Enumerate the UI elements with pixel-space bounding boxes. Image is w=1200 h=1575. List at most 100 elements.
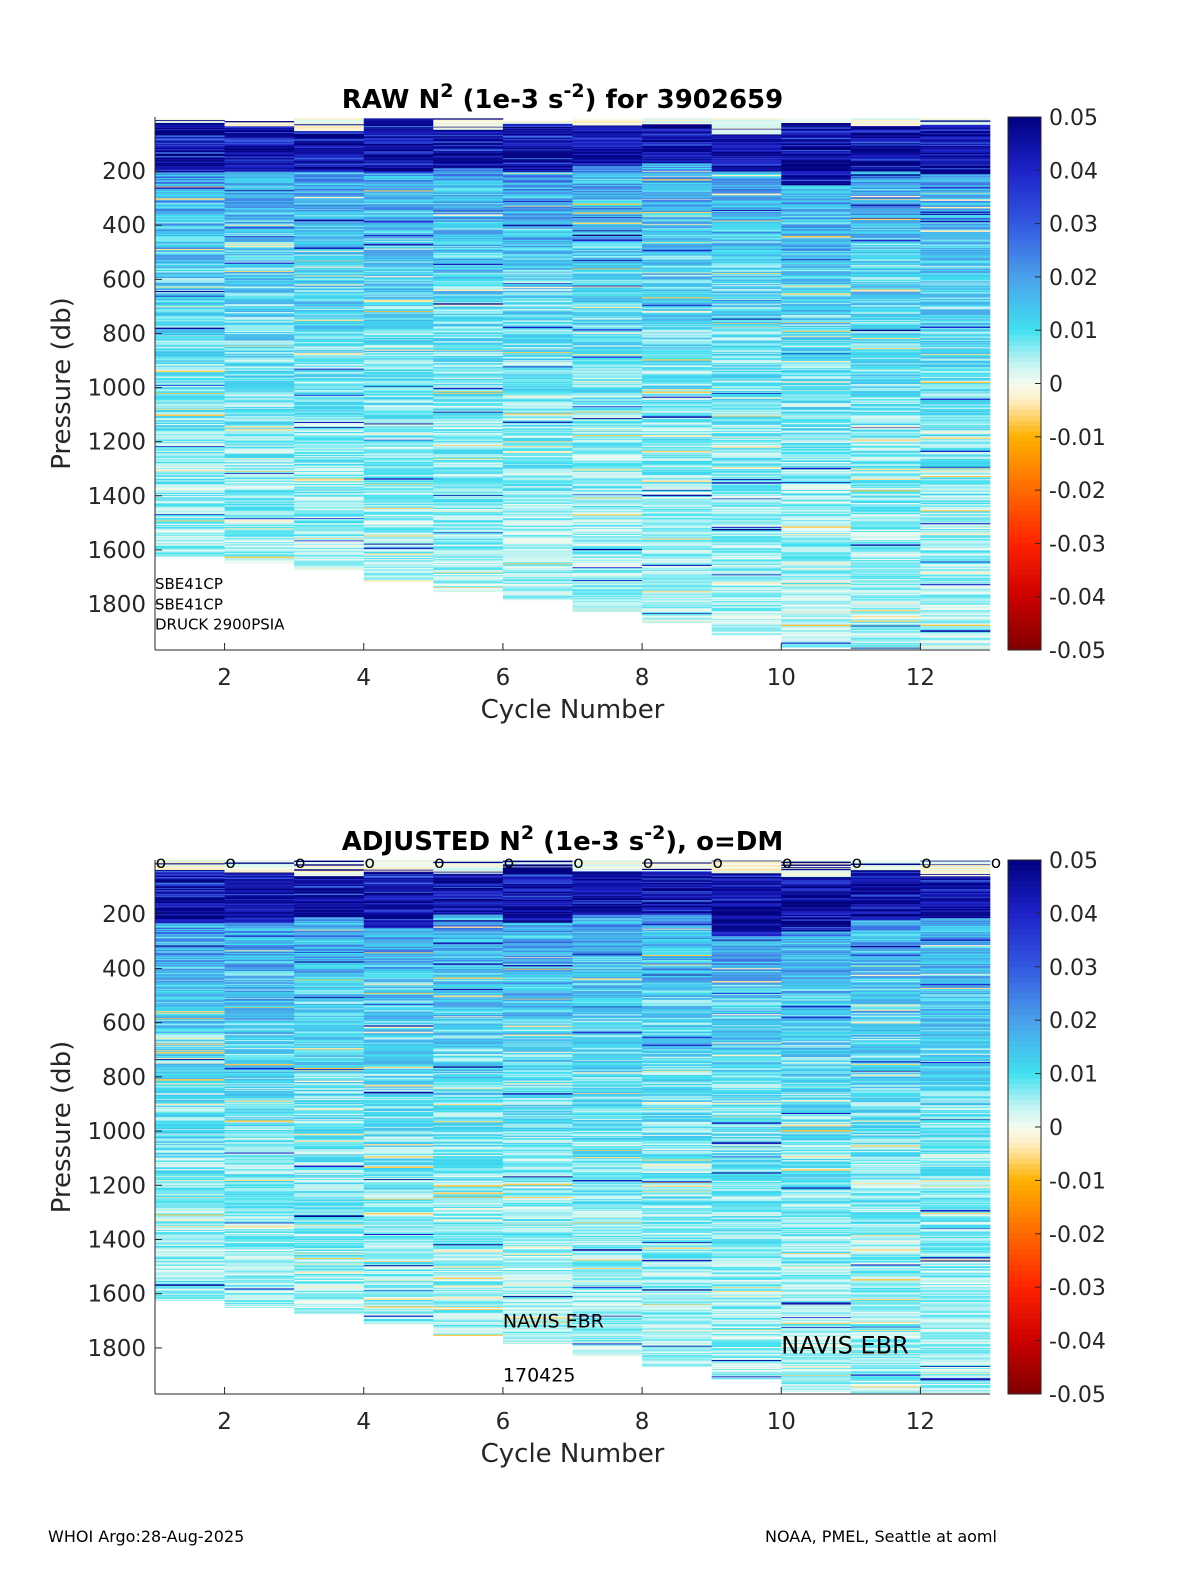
heatmap-cell	[711, 482, 782, 484]
heatmap-cell	[781, 254, 852, 256]
heatmap-cell	[502, 496, 573, 498]
heatmap-cell	[781, 164, 852, 167]
heatmap-cell	[433, 419, 504, 422]
heatmap-cell	[711, 508, 782, 510]
heatmap-cell	[155, 247, 225, 250]
heatmap-cell	[781, 354, 852, 356]
heatmap-cell	[781, 205, 852, 208]
heatmap-cell	[572, 460, 643, 462]
heatmap-cell	[642, 161, 712, 163]
heatmap-cell	[781, 560, 852, 562]
heatmap-cell	[363, 564, 434, 566]
heatmap-cell	[363, 580, 434, 582]
heatmap-cell	[363, 482, 434, 485]
heatmap-cell	[502, 150, 573, 152]
heatmap-cell	[294, 441, 365, 442]
heatmap-cell	[711, 620, 782, 623]
heatmap-cell	[502, 173, 573, 175]
heatmap-cell	[155, 514, 225, 515]
heatmap-cell	[781, 366, 852, 368]
heatmap-cell	[294, 279, 365, 282]
heatmap-cell	[155, 529, 225, 531]
heatmap-cell	[850, 271, 921, 273]
heatmap-cell	[294, 209, 365, 211]
heatmap-cell	[502, 358, 573, 360]
cycle-profile	[224, 121, 295, 564]
heatmap-cell	[711, 264, 782, 266]
heatmap-cell	[850, 237, 921, 239]
heatmap-cell	[155, 353, 225, 355]
heatmap-cell	[642, 407, 712, 409]
heatmap-cell	[502, 157, 573, 159]
heatmap-cell	[572, 394, 643, 396]
heatmap-cell	[711, 623, 782, 625]
heatmap-cell	[433, 326, 504, 328]
heatmap-cell	[572, 176, 643, 178]
heatmap-cell	[642, 137, 712, 140]
heatmap-cell	[642, 618, 712, 620]
heatmap-cell	[155, 343, 225, 345]
heatmap-cell	[224, 202, 295, 205]
heatmap-cell	[711, 622, 782, 624]
heatmap-cell	[850, 347, 921, 349]
heatmap-cell	[781, 145, 852, 148]
heatmap-cell	[711, 316, 782, 318]
heatmap-cell	[572, 260, 643, 263]
heatmap-cell	[502, 193, 573, 195]
heatmap-cell	[363, 204, 434, 206]
heatmap-cell	[502, 278, 573, 280]
heatmap-cell	[781, 417, 852, 420]
heatmap-cell	[155, 477, 225, 480]
heatmap-cell	[781, 239, 852, 241]
heatmap-cell	[224, 492, 295, 494]
heatmap-cell	[711, 244, 782, 246]
heatmap-cell	[502, 284, 573, 286]
heatmap-cell	[572, 173, 643, 176]
heatmap-cell	[502, 523, 573, 525]
heatmap-cell	[502, 347, 573, 349]
heatmap-cell	[155, 134, 225, 136]
heatmap-cell	[502, 530, 573, 533]
heatmap-cell	[502, 392, 573, 395]
heatmap-cell	[711, 130, 782, 133]
heatmap-cell	[502, 331, 573, 333]
heatmap-cell	[781, 309, 852, 312]
heatmap-cell	[850, 439, 921, 442]
heatmap-cell	[294, 508, 365, 511]
heatmap-cell	[572, 296, 643, 298]
cycle-profile	[433, 118, 504, 593]
heatmap-cell	[224, 327, 295, 329]
heatmap-cell	[363, 388, 434, 391]
heatmap-cell	[642, 518, 712, 520]
heatmap-cell	[294, 248, 365, 251]
heatmap-cell	[711, 231, 782, 233]
heatmap-cell	[155, 168, 225, 170]
heatmap-cell	[155, 273, 225, 275]
heatmap-cell	[294, 557, 365, 559]
heatmap-cell	[850, 303, 921, 306]
heatmap-cell	[363, 191, 434, 193]
heatmap-cell	[642, 563, 712, 566]
heatmap-cell	[224, 306, 295, 308]
heatmap-cell	[433, 201, 504, 204]
heatmap-cell	[363, 276, 434, 278]
heatmap-cell	[502, 579, 573, 582]
heatmap-cell	[155, 407, 225, 409]
heatmap-cell	[224, 421, 295, 423]
heatmap-cell	[363, 396, 434, 399]
heatmap-cell	[502, 218, 573, 221]
heatmap-cell	[642, 148, 712, 151]
heatmap-cell	[711, 172, 782, 174]
heatmap-cell	[711, 434, 782, 436]
heatmap-cell	[502, 279, 573, 282]
heatmap-cell	[572, 318, 643, 320]
heatmap-cell	[781, 375, 852, 377]
heatmap-cell	[294, 548, 365, 550]
heatmap-cell	[642, 194, 712, 196]
heatmap-cell	[850, 356, 921, 359]
heatmap-cell	[572, 238, 643, 240]
heatmap-cell	[224, 247, 295, 249]
heatmap-cell	[294, 441, 365, 443]
heatmap-cell	[294, 315, 365, 318]
heatmap-cell	[433, 320, 504, 322]
